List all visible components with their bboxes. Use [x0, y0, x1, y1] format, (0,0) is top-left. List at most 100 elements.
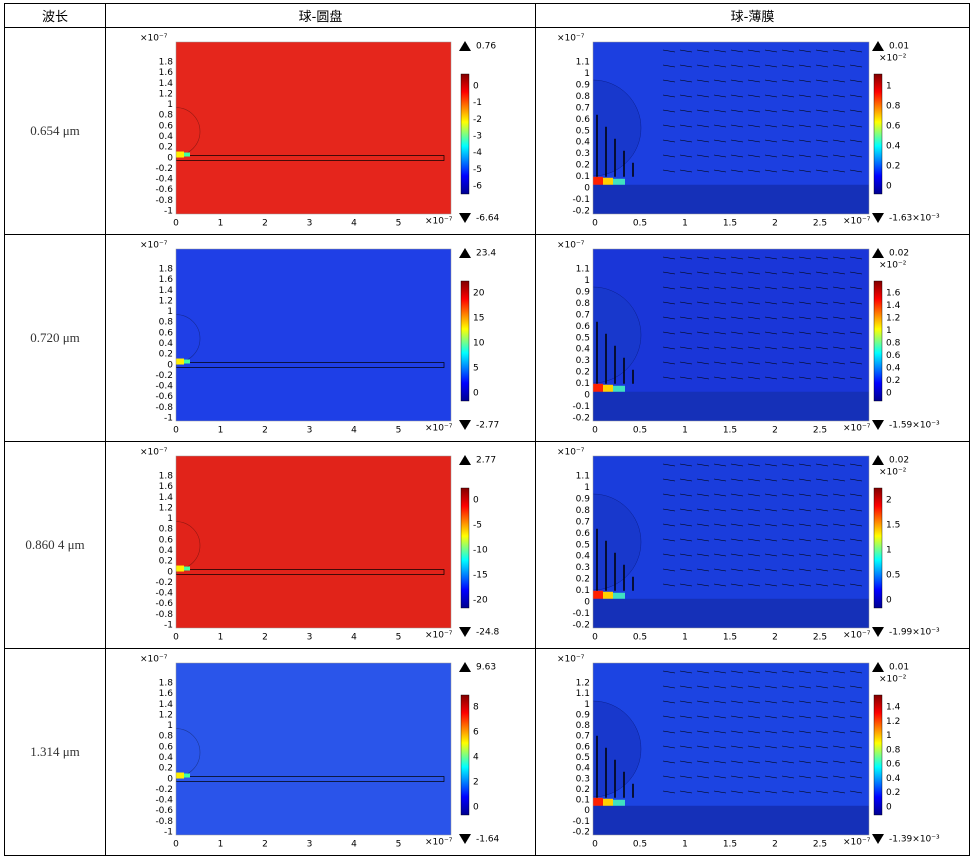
field-arrow	[781, 331, 795, 334]
y-tick-label: 0.2	[576, 574, 590, 584]
field-arrow	[832, 745, 846, 748]
field-arrow	[696, 583, 710, 586]
field-arrow	[781, 286, 795, 289]
field-arrow	[730, 361, 744, 364]
film-plot: ×10⁻⁷1.110.90.80.70.60.50.40.30.20.10-0.…	[557, 33, 940, 228]
result-table: 波长 球-圆盘 球-薄膜 0.654 μm ×10⁻⁷ 1.8 1.6 1.4 1.2 1 0…	[4, 3, 970, 856]
field-arrow	[781, 760, 795, 763]
field-arrow	[815, 583, 829, 586]
field-arrow	[679, 316, 693, 319]
colorbar-tick-label: 5	[473, 363, 479, 373]
colorbar-tick-label: 0	[473, 388, 479, 398]
field-arrow	[849, 730, 863, 733]
field-arrow	[747, 124, 761, 127]
field-arrow	[747, 79, 761, 82]
field-arrow	[713, 463, 727, 466]
header-cell: 球-薄膜	[535, 3, 970, 28]
field-arrow	[781, 583, 795, 586]
field-arrow	[781, 538, 795, 541]
field-arrow	[798, 670, 812, 673]
y-tick-label: -1	[164, 413, 173, 423]
field-arrow	[713, 478, 727, 481]
colorbar-tick-label: 0	[886, 388, 892, 398]
field-arrow	[815, 139, 829, 142]
field-arrow	[662, 523, 676, 526]
field-arrow	[713, 700, 727, 703]
y-tick-label: 0.8	[576, 298, 591, 308]
hot-spot	[176, 565, 184, 572]
hot-spot	[184, 566, 190, 571]
field-arrow	[747, 316, 761, 319]
field-arrow	[764, 361, 778, 364]
field-arrow	[696, 169, 710, 172]
field-arrow	[713, 715, 727, 718]
field-arrow	[815, 478, 829, 481]
field-arrow	[679, 730, 693, 733]
colorbar	[873, 694, 883, 815]
field-arrow	[747, 109, 761, 112]
y-tick-label: -0.2	[155, 163, 173, 173]
field-arrow	[781, 508, 795, 511]
field-arrow	[713, 508, 727, 511]
field-arrow	[849, 124, 863, 127]
field-arrow	[832, 376, 846, 379]
colorbar-tick-label: 0	[886, 802, 892, 812]
field-arrow	[849, 361, 863, 364]
field-arrow	[747, 169, 761, 172]
field-arrow	[662, 583, 676, 586]
plot-frame	[592, 41, 870, 214]
y-tick-label: 0.8	[576, 721, 591, 731]
y-tick-label: 0.1	[576, 379, 590, 389]
field-arrow	[764, 139, 778, 142]
y-tick-label: 0.6	[576, 114, 591, 124]
min-marker	[872, 833, 884, 844]
hot-spot	[603, 798, 613, 806]
y-tick-label: 0.8	[159, 317, 174, 327]
y-tick-label: 0.6	[576, 742, 591, 752]
field-arrow	[679, 79, 693, 82]
hot-spot	[176, 151, 184, 158]
field-arrow	[849, 493, 863, 496]
field-arrow	[798, 124, 812, 127]
field-arrow	[730, 523, 744, 526]
field-arrow	[696, 730, 710, 733]
y-tick-label: 0.3	[576, 563, 590, 573]
field-arrow	[662, 715, 676, 718]
colorbar-max: 0.02	[889, 455, 909, 465]
hot-spot	[613, 592, 625, 599]
colorbar-tick-label: 1	[886, 81, 892, 91]
y-tick-label: 0	[167, 153, 173, 163]
field-arrow	[662, 139, 676, 142]
y-tick-label: 0.8	[576, 505, 591, 515]
y-tick-label: 1.4	[159, 699, 174, 709]
field-arrow	[713, 169, 727, 172]
y-tick-label: -0.6	[155, 392, 173, 402]
substrate	[176, 574, 451, 628]
field-arrow	[679, 790, 693, 793]
x-tick-label: 1	[218, 632, 224, 642]
field-arrow	[747, 745, 761, 748]
x-tick-label: 0	[592, 218, 598, 228]
colorbar-tick-label: -5	[473, 164, 482, 174]
field-arrow	[679, 760, 693, 763]
field-arrow	[832, 700, 846, 703]
field-arrow	[798, 286, 812, 289]
header-cell: 球-圆盘	[105, 3, 536, 28]
field-arrow	[832, 493, 846, 496]
colorbar-min: -1.59×10⁻³	[889, 420, 940, 430]
y-tick-label: 1	[167, 100, 173, 110]
field-arrow	[713, 685, 727, 688]
field-arrow	[679, 508, 693, 511]
field-arrow	[696, 523, 710, 526]
field-arrow	[696, 478, 710, 481]
field-arrow	[713, 346, 727, 349]
hot-spot	[593, 797, 603, 806]
field-arrow	[849, 790, 863, 793]
field-arrow	[696, 49, 710, 52]
disk-plot: ×10⁻⁷1.81.61.41.210.80.60.40.20-0.2-0.4-…	[140, 654, 500, 849]
field-arrow	[832, 478, 846, 481]
field-arrow	[747, 463, 761, 466]
y-tick-label: 0.2	[576, 784, 590, 794]
y-tick-label: 0.9	[576, 287, 591, 297]
y-tick-label: 1	[584, 275, 590, 285]
